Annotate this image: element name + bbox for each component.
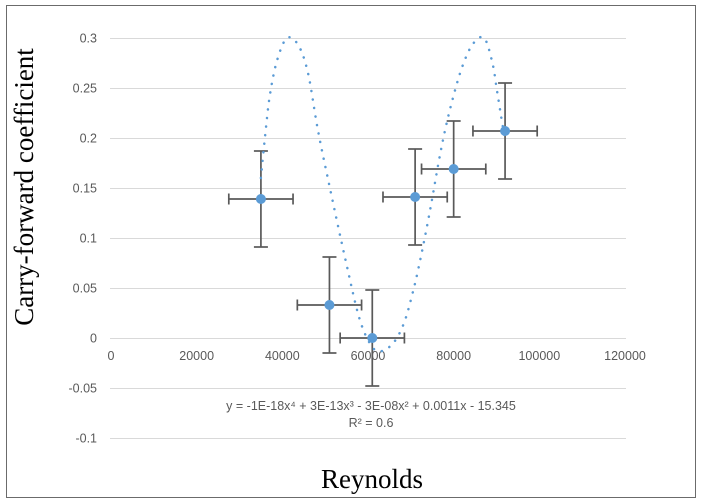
- x-tick-label: 80000: [436, 349, 471, 363]
- y-tick-label: 0.25: [73, 82, 97, 96]
- y-tick-label: 0.05: [73, 282, 97, 296]
- x-tick-label: 40000: [265, 349, 300, 363]
- data-point-marker: [448, 164, 459, 174]
- x-tick-label: 0: [108, 349, 115, 363]
- y-tick-label: 0.3: [80, 32, 97, 46]
- data-point-markers: [255, 126, 511, 343]
- r-squared-label: R² = 0.6: [349, 416, 394, 430]
- trendline-path: [259, 35, 507, 353]
- y-axis-title: Carry-forward coefficient: [9, 48, 39, 326]
- x-axis-title: Reynolds: [321, 464, 423, 494]
- data-point-marker: [410, 192, 421, 202]
- x-tick-label: 60000: [351, 349, 386, 363]
- x-axis-tick-labels: 0 20000 40000 60000 80000 100000 120000: [108, 349, 646, 363]
- y-tick-label: -0.05: [69, 382, 98, 396]
- trendline-equation: y = -1E-18x⁴ + 3E-13x³ - 3E-08x² + 0.001…: [226, 399, 516, 413]
- x-tick-label: 120000: [604, 349, 646, 363]
- trendline-dotted: [259, 35, 507, 353]
- y-tick-label: 0.1: [80, 232, 97, 246]
- x-tick-label: 20000: [179, 349, 214, 363]
- y-tick-label: 0.15: [73, 182, 97, 196]
- data-point-marker: [500, 126, 511, 136]
- x-tick-label: 100000: [518, 349, 560, 363]
- data-point-marker: [255, 194, 266, 204]
- y-tick-label: -0.1: [75, 432, 97, 446]
- data-point-marker: [367, 333, 378, 343]
- gridlines: [110, 38, 626, 439]
- y-tick-label: 0.2: [80, 132, 97, 146]
- data-point-marker: [324, 300, 335, 310]
- y-tick-label: 0: [90, 332, 97, 346]
- error-bars: [227, 82, 539, 387]
- y-axis-tick-labels: 0.3 0.25 0.2 0.15 0.1 0.05 0 -0.05 -0.1: [69, 32, 98, 446]
